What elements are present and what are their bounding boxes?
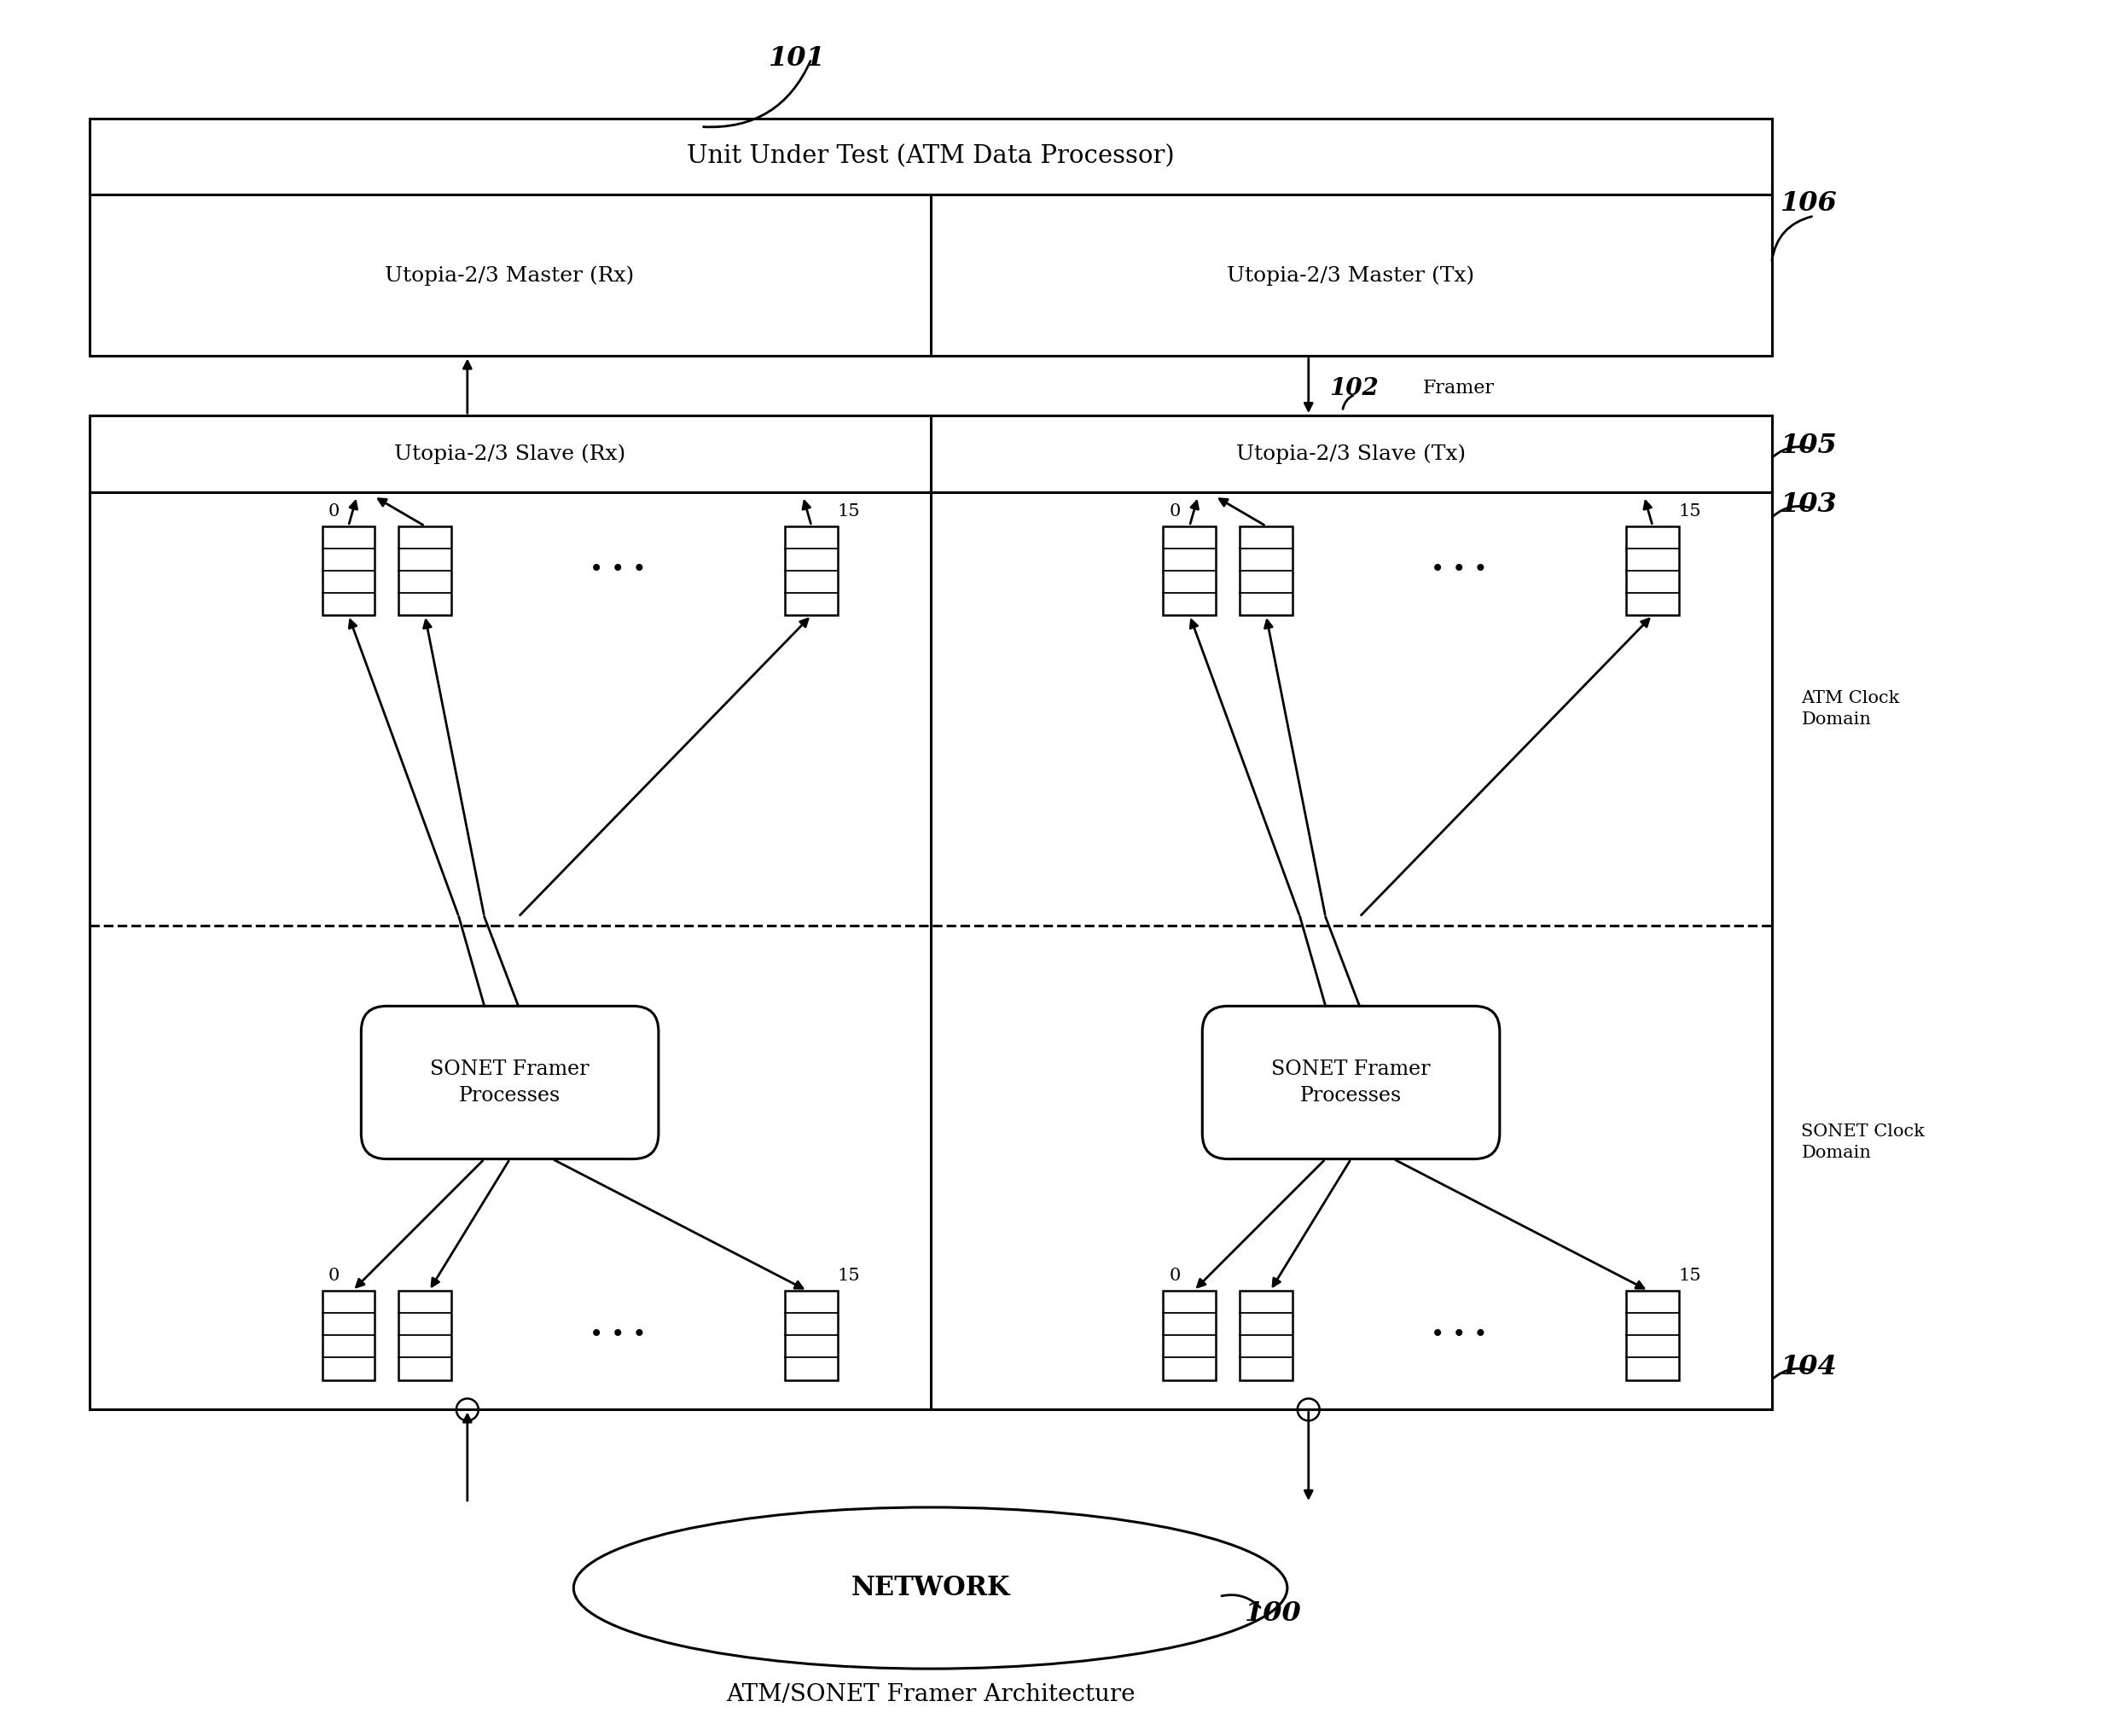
Bar [1626, 1290, 1678, 1380]
Text: SONET Framer
Processes: SONET Framer Processes [431, 1059, 589, 1106]
Bar [1239, 1290, 1293, 1380]
Text: • • •: • • • [589, 559, 646, 582]
Bar [1163, 526, 1216, 615]
Text: SONET Framer
Processes: SONET Framer Processes [1272, 1059, 1430, 1106]
Bar [88, 118, 1771, 356]
Bar [322, 526, 374, 615]
Text: 0: 0 [1169, 1267, 1182, 1285]
Text: SONET Clock
Domain: SONET Clock Domain [1802, 1123, 1924, 1161]
Bar [1239, 526, 1293, 615]
Text: 0: 0 [328, 1267, 341, 1285]
Text: Utopia-2/3 Slave (Rx): Utopia-2/3 Slave (Rx) [393, 444, 625, 464]
Text: Framer: Framer [1424, 378, 1495, 398]
Text: 0: 0 [1169, 503, 1182, 519]
Text: 0: 0 [328, 503, 341, 519]
Text: 103: 103 [1779, 491, 1838, 517]
Bar [1163, 1290, 1216, 1380]
Bar [400, 526, 452, 615]
Bar [322, 1290, 374, 1380]
Text: 15: 15 [1678, 503, 1701, 519]
Text: 15: 15 [837, 1267, 860, 1285]
Text: Utopia-2/3 Master (Tx): Utopia-2/3 Master (Tx) [1228, 266, 1474, 285]
Text: • • •: • • • [589, 1325, 646, 1347]
Text: ATM Clock
Domain: ATM Clock Domain [1802, 689, 1899, 727]
Bar [784, 1290, 837, 1380]
Text: • • •: • • • [1430, 559, 1487, 582]
Text: ATM/SONET Framer Architecture: ATM/SONET Framer Architecture [726, 1682, 1136, 1706]
Bar [784, 526, 837, 615]
Text: 102: 102 [1329, 377, 1380, 399]
Text: 105: 105 [1779, 432, 1838, 458]
Bar [88, 415, 1771, 1410]
Text: 104: 104 [1779, 1354, 1838, 1380]
Text: • • •: • • • [1430, 1325, 1487, 1347]
Text: 15: 15 [837, 503, 860, 519]
Text: NETWORK: NETWORK [852, 1575, 1009, 1601]
Ellipse shape [574, 1507, 1287, 1668]
Bar [1626, 526, 1678, 615]
Text: 15: 15 [1678, 1267, 1701, 1285]
FancyBboxPatch shape [362, 1007, 658, 1160]
Text: Utopia-2/3 Slave (Tx): Utopia-2/3 Slave (Tx) [1237, 444, 1466, 464]
Text: 101: 101 [770, 45, 826, 71]
Text: 106: 106 [1779, 189, 1838, 217]
Text: 100: 100 [1245, 1601, 1302, 1627]
Bar [400, 1290, 452, 1380]
FancyBboxPatch shape [1203, 1007, 1499, 1160]
Text: Unit Under Test (ATM Data Processor): Unit Under Test (ATM Data Processor) [686, 144, 1173, 168]
Text: Utopia-2/3 Master (Rx): Utopia-2/3 Master (Rx) [385, 266, 635, 285]
